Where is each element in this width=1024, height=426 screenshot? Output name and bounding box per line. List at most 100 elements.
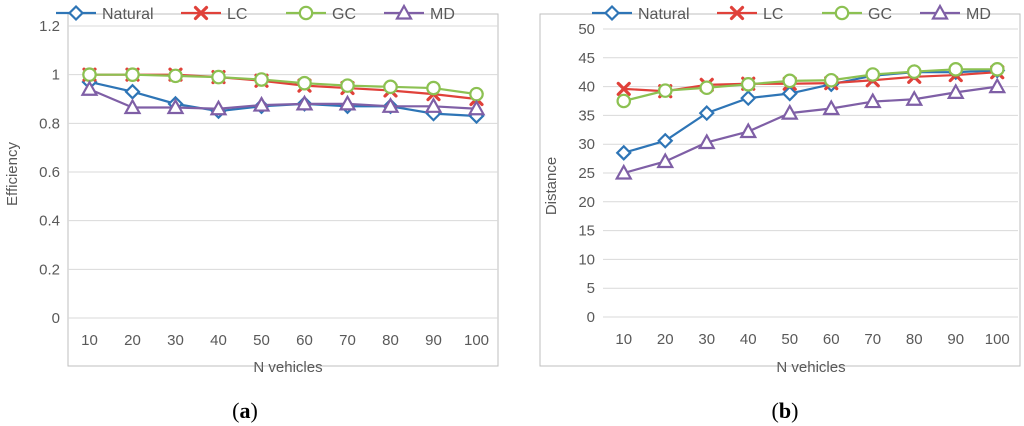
y-tick-label: 35 <box>578 107 595 124</box>
x-tick-label: 90 <box>947 331 964 348</box>
x-tick-labels: 10 20 30 40 50 60 70 80 90 100 <box>615 331 1009 348</box>
legend-label: Natural <box>638 6 690 23</box>
data-point-natural <box>657 132 674 149</box>
chart-frame <box>67 13 499 367</box>
series-lines <box>80 67 486 125</box>
y-axis-title: Efficiency <box>4 142 21 206</box>
y-tick-label: 30 <box>578 136 595 153</box>
legend-item-md: MD <box>384 3 455 23</box>
legend-label: Natural <box>102 6 154 23</box>
panel-caption-letter: a <box>240 398 251 423</box>
x-tick-label: 60 <box>296 332 313 349</box>
data-point-gc <box>82 67 97 82</box>
x-tick-label: 40 <box>740 331 757 348</box>
y-tick-label: 0.2 <box>39 261 60 278</box>
x-tick-label: 10 <box>615 331 632 348</box>
y-tick-label: 20 <box>578 194 595 211</box>
legend-marker <box>298 5 314 21</box>
y-tick-labels: 0 0.2 0.4 0.6 0.8 1 1.2 <box>39 18 60 327</box>
chart-frame <box>539 13 1021 367</box>
legend-marker <box>395 3 413 20</box>
data-point-md <box>467 99 486 116</box>
data-point-gc <box>297 75 312 91</box>
legend-marker <box>67 4 85 22</box>
series-line-natural <box>623 69 998 154</box>
x-tick-label: 30 <box>167 332 184 349</box>
x-tick-label: 90 <box>425 332 442 349</box>
legend-marker <box>729 5 745 21</box>
x-axis-title: N vehicles <box>776 359 845 376</box>
data-point-md <box>863 92 882 109</box>
series-lines <box>614 62 1007 180</box>
legend: Natural LC GC MD <box>56 3 455 23</box>
data-point-gc <box>616 93 632 109</box>
data-point-md <box>166 98 185 115</box>
data-point-md <box>739 122 758 139</box>
efficiency-chart: 00.20.40.60.811.2 10 20 30 40 50 60 70 80 90 100 … <box>4 3 499 423</box>
legend-item-natural: Natural <box>592 4 690 23</box>
data-point-md <box>252 95 271 112</box>
series-line-gc <box>623 68 998 103</box>
data-point-gc <box>948 62 964 77</box>
data-point-gc <box>426 80 441 96</box>
x-axis-title: N vehicles <box>253 359 322 376</box>
data-point-gc <box>906 64 922 79</box>
y-tick-label: 0.4 <box>39 213 60 230</box>
legend-label: LC <box>763 6 783 23</box>
x-tick-label: 80 <box>906 331 923 348</box>
data-point-md <box>614 163 633 180</box>
y-tick-label: 10 <box>578 251 595 268</box>
y-tick-label: 50 <box>578 21 595 38</box>
x-tick-label: 100 <box>985 331 1010 348</box>
data-point-gc <box>782 73 798 89</box>
series-line-lc <box>623 71 998 93</box>
data-point-md <box>424 97 443 113</box>
series-gc <box>616 62 1005 109</box>
series-gc <box>82 67 484 102</box>
y-tick-label: 0 <box>587 309 595 326</box>
legend-item-md: MD <box>920 3 991 23</box>
legend-marker <box>193 5 209 21</box>
data-point-gc <box>125 67 140 82</box>
data-point-natural <box>615 144 632 161</box>
y-tick-label: 40 <box>578 79 595 96</box>
x-tick-label: 30 <box>698 331 715 348</box>
x-tick-label: 80 <box>382 332 399 349</box>
data-point-gc <box>383 79 398 95</box>
x-tick-label: 20 <box>657 331 674 348</box>
data-point-natural <box>698 105 715 122</box>
data-point-md <box>946 83 965 99</box>
marker-stroke <box>616 81 631 97</box>
data-point-gc <box>699 80 715 96</box>
series-line-gc <box>89 73 477 96</box>
data-point-gc <box>823 72 839 88</box>
legend-item-lc: LC <box>717 5 783 23</box>
y-tick-label: 45 <box>578 50 595 67</box>
data-point-natural <box>781 85 798 102</box>
x-tick-label: 20 <box>124 332 141 349</box>
x-tick-label: 40 <box>210 332 227 349</box>
legend-marker <box>603 4 621 22</box>
data-point-gc <box>340 78 355 93</box>
y-tick-label: 25 <box>578 165 595 182</box>
y-tick-label: 15 <box>578 223 595 240</box>
data-point-gc <box>211 69 226 85</box>
series-line-md <box>623 85 998 175</box>
legend-label: GC <box>332 6 356 23</box>
panel-caption: (a) <box>232 398 258 423</box>
data-point-gc <box>657 83 673 98</box>
x-tick-label: 100 <box>464 332 489 349</box>
data-point-md <box>381 97 400 113</box>
legend-marker <box>931 3 949 20</box>
y-tick-label: 1 <box>52 67 60 84</box>
data-point-md <box>338 94 357 111</box>
data-point-md <box>822 99 841 116</box>
panel-caption-letter: b <box>779 398 791 423</box>
data-point-gc <box>989 62 1005 77</box>
y-tick-label: 0 <box>52 310 60 327</box>
data-point-md <box>988 77 1007 94</box>
x-tick-label: 70 <box>339 332 356 349</box>
y-tick-label: 0.6 <box>39 164 60 181</box>
data-point-md <box>209 99 228 116</box>
